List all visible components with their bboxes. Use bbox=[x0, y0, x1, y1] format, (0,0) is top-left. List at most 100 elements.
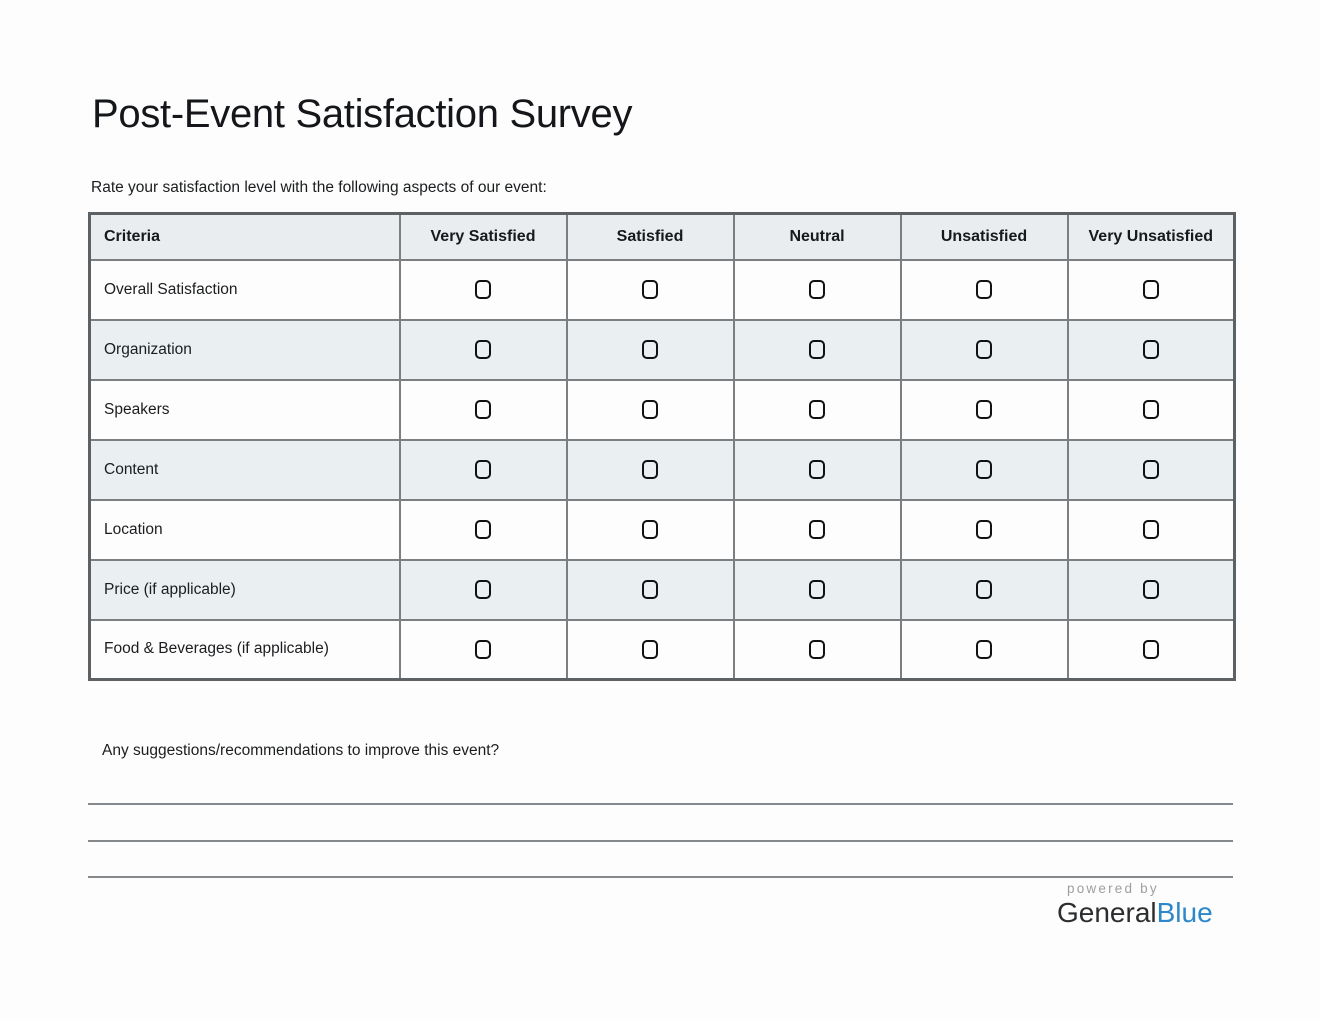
row-label: Organization bbox=[88, 318, 401, 381]
option-cell bbox=[899, 378, 1069, 441]
row-label: Location bbox=[88, 498, 401, 561]
option-cell bbox=[899, 318, 1069, 381]
row-label: Speakers bbox=[88, 378, 401, 441]
checkbox-content-satisfied[interactable] bbox=[642, 460, 658, 479]
brand-blue-text: Blue bbox=[1156, 897, 1213, 928]
row-label: Overall Satisfaction bbox=[88, 258, 401, 321]
option-cell bbox=[565, 558, 735, 621]
option-cell bbox=[732, 378, 902, 441]
checkbox-location-satisfied[interactable] bbox=[642, 520, 658, 539]
table-header-row: Criteria Very Satisfied Satisfied Neutral Un… bbox=[88, 212, 1236, 261]
option-cell bbox=[1066, 318, 1236, 381]
option-cell bbox=[899, 258, 1069, 321]
checkbox-price-if-applicable-unsatisfied[interactable] bbox=[976, 580, 992, 599]
checkbox-speakers-very-satisfied[interactable] bbox=[475, 400, 491, 419]
option-cell bbox=[565, 378, 735, 441]
checkbox-content-neutral[interactable] bbox=[809, 460, 825, 479]
checkbox-organization-very-satisfied[interactable] bbox=[475, 340, 491, 359]
checkbox-organization-neutral[interactable] bbox=[809, 340, 825, 359]
suggestions-prompt: Any suggestions/recommendations to impro… bbox=[102, 742, 500, 759]
option-cell bbox=[398, 438, 568, 501]
option-cell bbox=[565, 438, 735, 501]
checkbox-overall-satisfaction-unsatisfied[interactable] bbox=[976, 280, 992, 299]
column-header-neutral: Neutral bbox=[732, 212, 902, 261]
option-cell bbox=[398, 558, 568, 621]
option-cell bbox=[899, 618, 1069, 681]
checkbox-speakers-satisfied[interactable] bbox=[642, 400, 658, 419]
option-cell bbox=[732, 498, 902, 561]
suggestion-answer-line bbox=[88, 840, 1233, 842]
option-cell bbox=[1066, 438, 1236, 501]
checkbox-organization-satisfied[interactable] bbox=[642, 340, 658, 359]
checkbox-price-if-applicable-satisfied[interactable] bbox=[642, 580, 658, 599]
option-cell bbox=[398, 378, 568, 441]
checkbox-location-neutral[interactable] bbox=[809, 520, 825, 539]
checkbox-food-beverages-if-applicable-unsatisfied[interactable] bbox=[976, 639, 992, 659]
checkbox-food-beverages-if-applicable-very-satisfied[interactable] bbox=[475, 639, 491, 659]
option-cell bbox=[565, 318, 735, 381]
checkbox-content-very-satisfied[interactable] bbox=[475, 460, 491, 479]
table-row-overall-satisfaction: Overall Satisfaction bbox=[88, 258, 1236, 321]
checkbox-food-beverages-if-applicable-neutral[interactable] bbox=[809, 639, 825, 659]
option-cell bbox=[565, 258, 735, 321]
checkbox-overall-satisfaction-neutral[interactable] bbox=[809, 280, 825, 299]
option-cell bbox=[899, 498, 1069, 561]
option-cell bbox=[899, 438, 1069, 501]
table-header: Criteria Very Satisfied Satisfied Neutral Un… bbox=[88, 212, 1236, 261]
checkbox-location-very-satisfied[interactable] bbox=[475, 520, 491, 539]
column-header-satisfied: Satisfied bbox=[565, 212, 735, 261]
option-cell bbox=[1066, 378, 1236, 441]
option-cell bbox=[398, 258, 568, 321]
option-cell bbox=[398, 318, 568, 381]
checkbox-speakers-unsatisfied[interactable] bbox=[976, 400, 992, 419]
option-cell bbox=[732, 438, 902, 501]
table-row-food-beverages-if-applicable: Food & Beverages (if applicable) bbox=[88, 618, 1236, 681]
checkbox-speakers-neutral[interactable] bbox=[809, 400, 825, 419]
option-cell bbox=[565, 498, 735, 561]
suggestion-answer-line bbox=[88, 876, 1233, 878]
option-cell bbox=[1066, 258, 1236, 321]
checkbox-organization-unsatisfied[interactable] bbox=[976, 340, 992, 359]
option-cell bbox=[732, 318, 902, 381]
option-cell bbox=[732, 258, 902, 321]
option-cell bbox=[565, 618, 735, 681]
row-label: Content bbox=[88, 438, 401, 501]
checkbox-location-unsatisfied[interactable] bbox=[976, 520, 992, 539]
option-cell bbox=[398, 618, 568, 681]
checkbox-price-if-applicable-very-satisfied[interactable] bbox=[475, 580, 491, 599]
table-row-organization: Organization bbox=[88, 318, 1236, 381]
table-row-location: Location bbox=[88, 498, 1236, 561]
brand-general-text: General bbox=[1057, 897, 1157, 928]
table-row-content: Content bbox=[88, 438, 1236, 501]
column-header-criteria: Criteria bbox=[88, 212, 401, 261]
table-row-speakers: Speakers bbox=[88, 378, 1236, 441]
suggestion-answer-line bbox=[88, 803, 1233, 805]
checkbox-overall-satisfaction-satisfied[interactable] bbox=[642, 280, 658, 299]
checkbox-speakers-very-unsatisfied[interactable] bbox=[1142, 400, 1159, 419]
table-row-price-if-applicable: Price (if applicable) bbox=[88, 558, 1236, 621]
option-cell bbox=[398, 498, 568, 561]
row-label: Price (if applicable) bbox=[88, 558, 401, 621]
option-cell bbox=[1066, 558, 1236, 621]
checkbox-overall-satisfaction-very-unsatisfied[interactable] bbox=[1142, 280, 1159, 299]
option-cell bbox=[732, 558, 902, 621]
checkbox-organization-very-unsatisfied[interactable] bbox=[1142, 340, 1159, 359]
checkbox-price-if-applicable-neutral[interactable] bbox=[809, 580, 825, 599]
option-cell bbox=[899, 558, 1069, 621]
option-cell bbox=[1066, 498, 1236, 561]
column-header-very-satisfied: Very Satisfied bbox=[398, 212, 568, 261]
column-header-unsatisfied: Unsatisfied bbox=[899, 212, 1069, 261]
checkbox-food-beverages-if-applicable-satisfied[interactable] bbox=[642, 639, 658, 659]
checkbox-content-unsatisfied[interactable] bbox=[976, 460, 992, 479]
checkbox-content-very-unsatisfied[interactable] bbox=[1142, 460, 1159, 479]
satisfaction-rating-table: Criteria Very Satisfied Satisfied Neutral Un… bbox=[88, 212, 1236, 681]
checkbox-overall-satisfaction-very-satisfied[interactable] bbox=[475, 280, 491, 299]
row-label: Food & Beverages (if applicable) bbox=[88, 618, 401, 681]
option-cell bbox=[732, 618, 902, 681]
checkbox-price-if-applicable-very-unsatisfied[interactable] bbox=[1142, 580, 1159, 599]
checkbox-food-beverages-if-applicable-very-unsatisfied[interactable] bbox=[1142, 639, 1159, 659]
page-title: Post-Event Satisfaction Survey bbox=[92, 92, 633, 136]
checkbox-location-very-unsatisfied[interactable] bbox=[1142, 520, 1159, 539]
powered-by-label: powered by bbox=[1067, 881, 1159, 896]
